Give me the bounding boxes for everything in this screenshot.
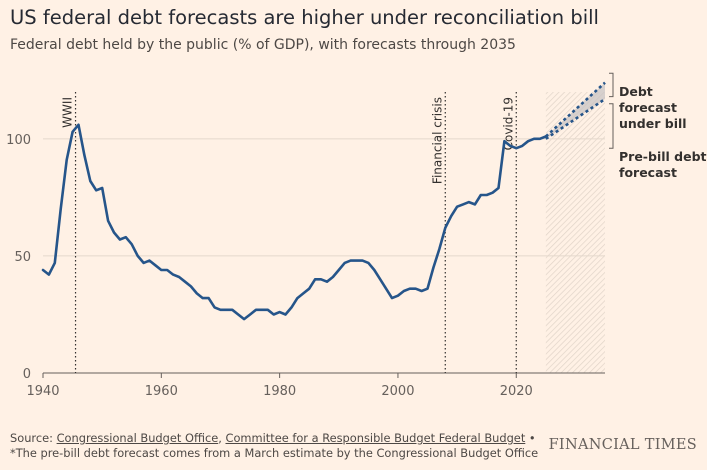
- debt-line-chart: 0 50 100 1940 1960 1980 2000 2020 WWII Financial …: [6, 72, 707, 399]
- y-tick-label: 0: [23, 367, 31, 382]
- x-tick-label: 1940: [26, 384, 59, 399]
- event-marker-label: Financial crisis: [430, 97, 444, 184]
- source-prefix: Source:: [10, 431, 57, 445]
- event-marker-label: Covid-19: [501, 97, 515, 150]
- chart-subtitle: Federal debt held by the public (% of GD…: [10, 37, 516, 53]
- source-link-crfb[interactable]: Committee for a Responsible Budget Feder…: [225, 431, 526, 445]
- forecast-under-bill-line: [544, 81, 606, 138]
- legend-label-pre-bill: Pre-bill debt forecast: [619, 149, 707, 180]
- legend-label-bill: Debt forecast under bill: [619, 84, 687, 131]
- legend-bracket-pre-bill: [609, 103, 614, 149]
- source-footnote: • *The pre-bill debt forecast comes from…: [10, 431, 539, 460]
- y-tick-label: 50: [14, 250, 31, 265]
- x-tick-label: 1960: [145, 384, 178, 399]
- x-tick-label: 2000: [381, 384, 414, 399]
- x-tick-label: 2020: [500, 384, 533, 399]
- source-note: Source: Congressional Budget Office, Com…: [10, 431, 550, 461]
- x-tick-label: 1980: [263, 384, 296, 399]
- source-link-cbo[interactable]: Congressional Budget Office: [56, 431, 219, 445]
- event-marker-label: WWII: [61, 97, 75, 128]
- forecast-period-shading: [545, 92, 605, 373]
- source-separator: ,: [218, 431, 226, 445]
- y-tick-label: 100: [6, 133, 31, 148]
- legend-bracket-bill: [609, 72, 614, 98]
- chart-title: US federal debt forecasts are higher und…: [10, 6, 599, 29]
- ft-logo: FINANCIAL TIMES: [548, 437, 697, 453]
- historical-debt-line: [41, 123, 548, 321]
